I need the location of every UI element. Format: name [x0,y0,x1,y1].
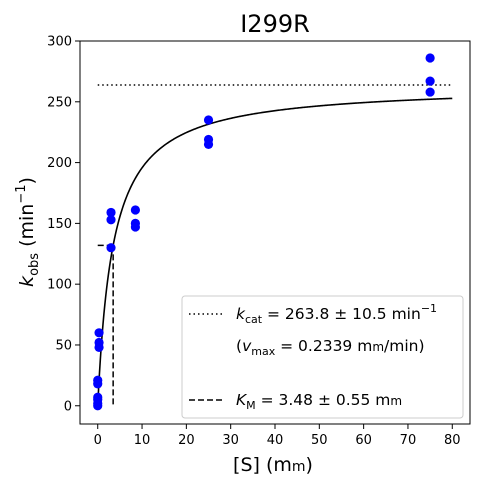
y-axis-label-sub: obs [27,253,42,276]
legend-vmax-label: (vmax = 0.2339 mm/min) [236,337,425,358]
legend-kcat-label: kcat = 263.8 ± 10.5 min−1 [236,302,437,326]
data-point [425,76,435,86]
chart-title: I299R [240,10,310,38]
legend-vmax-sub: max [251,345,275,358]
legend-kcat-text: = 263.8 ± 10.5 min [262,305,421,323]
legend-box [181,295,464,419]
data-point [130,205,140,215]
x-tick-label: 60 [355,433,372,448]
legend-vmax-text: = 0.2339 m [275,337,372,355]
y-tick-label: 150 [47,217,72,232]
data-point [106,207,116,218]
legend-vmax-open: ( [236,337,242,355]
y-axis-label: kobs (min−1) [14,177,42,287]
y-axis-ticks: 0 50 100 150 200 250 300 [47,35,80,414]
x-tick-label: 40 [267,433,284,448]
data-point [94,328,104,338]
legend-km-unit: m [390,394,402,408]
y-axis-label-tail: ) [16,177,38,184]
data-point [203,134,214,145]
fit-curve [96,97,453,406]
data-point [94,337,104,348]
data-point [93,392,103,402]
legend-kcat-sub: cat [245,313,263,326]
y-tick-label: 100 [47,278,72,293]
legend-vmax-unit: m [372,340,384,354]
legend-kcat-k: k [236,305,246,323]
y-tick-label: 0 [64,399,72,414]
x-axis-ticks: 0 10 20 30 40 50 60 70 80 [94,424,461,448]
data-point [425,87,435,97]
data-point [425,53,435,63]
x-axis-label: [S] (mm) [233,454,313,476]
y-tick-label: 300 [47,35,72,50]
x-tick-label: 0 [94,433,102,448]
y-axis-label-sup: −1 [14,184,29,203]
data-point [106,215,116,225]
data-point [203,115,214,125]
legend-km-sub: M [246,399,256,412]
plot-area: 0 10 20 30 40 50 60 70 80 0 50 100 150 200 250 300 [47,35,471,448]
x-axis-label-unit: m [292,459,306,475]
legend-vmax-v: v [242,337,252,355]
legend-kcat-sup: −1 [421,302,437,315]
y-axis-label-unit: (min [16,204,38,253]
data-series [93,53,453,411]
legend-vmax-tail: /min) [384,337,425,355]
x-axis-label-tail: ) [306,454,313,476]
y-tick-label: 200 [47,156,72,171]
legend-km-text: = 3.48 ± 0.55 m [256,391,391,409]
x-tick-label: 10 [134,433,151,448]
x-tick-label: 50 [311,433,328,448]
x-tick-label: 30 [222,433,239,448]
x-axis-label-main: [S] (m [233,454,292,476]
x-tick-label: 70 [400,433,417,448]
legend-km-label: KM = 3.48 ± 0.55 mm [236,391,402,412]
y-axis-label-k: k [16,275,38,287]
y-tick-label: 50 [55,338,72,353]
legend-km-k: K [236,391,248,409]
legend: kcat = 263.8 ± 10.5 min−1 (vmax = 0.2339… [181,295,464,419]
x-tick-label: 80 [444,433,461,448]
y-tick-label: 250 [47,95,72,110]
x-tick-label: 20 [178,433,195,448]
data-point [93,375,103,385]
data-point [130,218,140,228]
data-point [106,243,116,253]
